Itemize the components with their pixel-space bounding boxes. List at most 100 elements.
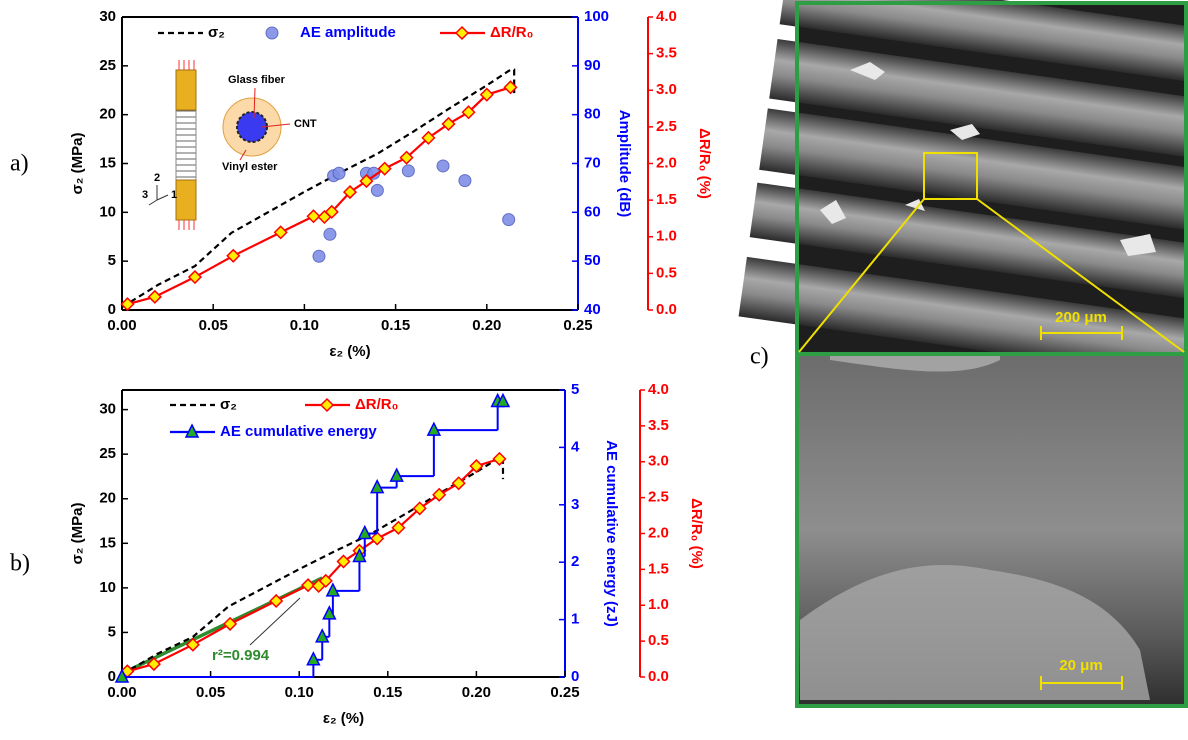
y3-tick-label: 3.0 [648,453,669,470]
y3-tick-label: 2.0 [656,154,677,171]
marker [333,167,345,179]
y-tick-label: 5 [108,623,116,640]
x-tick-label: 0.20 [472,317,501,334]
y3-tick-label: 4.0 [656,8,677,25]
marker [456,27,468,39]
legend-label: ΔR/R₀ [490,24,533,41]
y3-tick-label: 0.0 [656,301,677,318]
inset-label: 1 [171,189,177,201]
y2-tick-label: 3 [571,496,579,513]
figure: a) b) c) Glass fiber CNT Vinyl ester 2 1… [0,0,1188,740]
y2-tick-label: 40 [584,301,601,318]
panel-label: c) [750,344,769,370]
y2-tick-label: 50 [584,252,601,269]
panel-label: b) [10,551,30,577]
y3-tick-label: 1.5 [656,191,677,208]
y3-tick-label: 1.0 [648,596,669,613]
x-tick-label: 0.10 [285,684,314,701]
y2-axis-title: AE cumulative energy (zJ) [603,440,620,627]
marker [308,210,320,222]
y3-tick-label: 1.5 [648,560,669,577]
y2-tick-label: 60 [584,203,601,220]
y-tick-label: 30 [99,8,116,25]
y-tick-label: 5 [108,252,116,269]
x-tick-label: 0.15 [381,317,410,334]
y2-tick-label: 80 [584,106,601,123]
legend-label: σ₂ [220,396,237,413]
y3-tick-label: 0.5 [648,632,669,649]
y3-tick-label: 4.0 [648,381,669,398]
y-tick-label: 10 [99,203,116,220]
y-tick-label: 15 [99,534,116,551]
x-tick-label: 0.00 [107,317,136,334]
marker [189,271,201,283]
legend-label: AE amplitude [300,24,396,41]
sem-top [739,0,1188,380]
y-axis-title: σ₂ (MPa) [69,503,86,565]
inset-label: CNT [294,118,317,130]
inset-label: Glass fiber [228,74,286,86]
y-tick-label: 20 [99,106,116,123]
y-tick-label: 0 [108,668,116,685]
y2-tick-label: 1 [571,611,579,628]
y3-tick-label: 1.0 [656,228,677,245]
marker [371,184,383,196]
marker [503,214,515,226]
marker [321,399,333,411]
fit-label: r²=0.994 [212,647,270,664]
x-tick-label: 0.05 [199,317,228,334]
x-tick-label: 0.00 [107,684,136,701]
y3-tick-label: 2.5 [648,489,669,506]
y-tick-label: 25 [99,57,116,74]
legend-label: σ₂ [208,24,225,41]
marker [437,160,449,172]
scale-label: 20 μm [1059,657,1102,674]
y2-tick-label: 4 [571,438,580,455]
y3-tick-label: 3.5 [648,417,669,434]
marker [149,291,161,303]
x-tick-label: 0.25 [550,684,579,701]
y-tick-label: 15 [99,154,116,171]
y3-tick-label: 3.5 [656,45,677,62]
y3-tick-label: 2.5 [656,118,677,135]
x-axis-title: ε₂ (%) [323,710,364,727]
y3-axis-title: ΔR/R₀ (%) [688,498,705,569]
y2-tick-label: 70 [584,154,601,171]
legend-label: ΔR/R₀ [355,396,398,413]
x-tick-label: 0.20 [462,684,491,701]
marker [402,165,414,177]
x-tick-label: 0.25 [563,317,592,334]
y2-axis-title: Amplitude (dB) [616,110,633,217]
inset-label: Vinyl ester [222,161,278,173]
y3-tick-label: 2.0 [648,524,669,541]
x-tick-label: 0.05 [196,684,225,701]
y-axis-title: σ₂ (MPa) [69,133,86,195]
y-tick-label: 30 [99,401,116,418]
y-tick-label: 20 [99,490,116,507]
legend-label: AE cumulative energy [220,423,377,440]
y2-tick-label: 90 [584,57,601,74]
y-tick-label: 0 [108,301,116,318]
y3-axis-title: ΔR/R₀ (%) [696,128,713,199]
y-tick-label: 25 [99,445,116,462]
y2-tick-label: 100 [584,8,609,25]
y-tick-label: 10 [99,579,116,596]
x-axis-title: ε₂ (%) [329,343,370,360]
inset-label: 3 [142,189,148,201]
sem-bottom [797,354,1186,706]
panel-label: a) [10,151,29,177]
marker [313,250,325,262]
x-tick-label: 0.15 [373,684,402,701]
inset-label: 2 [154,172,160,184]
marker [275,226,287,238]
y2-tick-label: 2 [571,553,579,570]
y2-tick-label: 5 [571,381,579,398]
marker [266,27,278,39]
marker [324,228,336,240]
y3-tick-label: 0.0 [648,668,669,685]
scale-label: 200 μm [1055,309,1107,326]
marker [379,163,391,175]
marker [459,175,471,187]
y3-tick-label: 3.0 [656,81,677,98]
x-tick-label: 0.10 [290,317,319,334]
